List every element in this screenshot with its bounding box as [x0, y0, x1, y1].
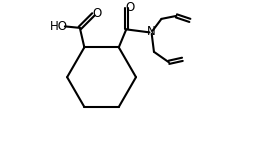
Text: HO: HO — [50, 20, 68, 33]
Text: O: O — [125, 1, 134, 14]
Text: N: N — [147, 25, 156, 38]
Text: O: O — [92, 7, 101, 20]
